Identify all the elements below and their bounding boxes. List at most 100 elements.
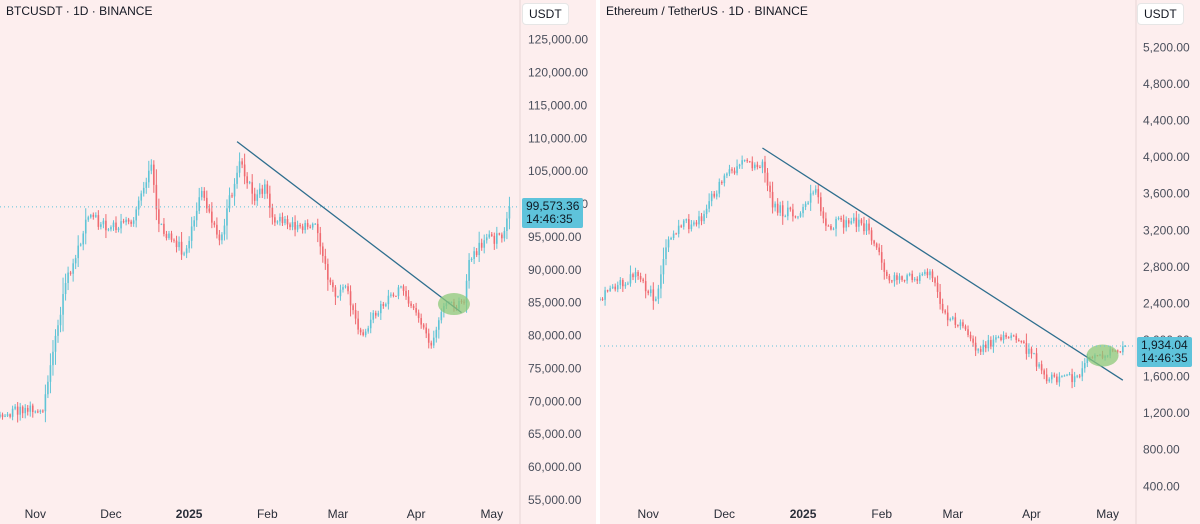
eth-highlight-ellipse[interactable] <box>1086 344 1119 367</box>
eth-y-tick-label: 800.00 <box>1143 443 1180 457</box>
btc-candle <box>4 415 6 417</box>
eth-candle <box>812 192 814 194</box>
eth-candle <box>611 286 614 289</box>
eth-candle <box>743 159 746 161</box>
eth-y-tick-label: 3,600.00 <box>1143 187 1190 201</box>
eth-candle <box>1030 348 1033 354</box>
btc-y-tick-label: 55,000.00 <box>528 493 582 507</box>
btc-candlestick-chart[interactable]: 55,000.00 60,000.00 65,000.00 70,000.00 75,0… <box>0 0 596 524</box>
btc-candle <box>362 332 364 336</box>
btc-candle <box>470 258 473 260</box>
eth-candle <box>888 276 891 281</box>
panel-divider[interactable] <box>596 0 600 524</box>
eth-chart-panel[interactable]: 400.00800.001,200.001,600.002,000.002,40… <box>600 0 1200 524</box>
btc-candle <box>120 221 122 229</box>
btc-candle <box>438 320 440 330</box>
btc-x-tick-label: Apr <box>407 507 426 521</box>
eth-y-tick-label: 3,200.00 <box>1143 223 1190 237</box>
btc-candle <box>82 233 85 245</box>
eth-candle <box>898 276 901 280</box>
btc-candle <box>276 221 279 223</box>
eth-trendline[interactable] <box>762 147 1124 381</box>
btc-candle <box>284 219 286 224</box>
btc-candle <box>508 206 511 219</box>
btc-candle <box>97 215 100 227</box>
btc-candle <box>31 405 34 412</box>
btc-candle <box>236 172 238 184</box>
eth-candle <box>1023 341 1025 344</box>
eth-candle <box>1078 375 1081 377</box>
eth-candle <box>913 278 916 280</box>
eth-y-tick-label: 4,800.00 <box>1143 77 1190 91</box>
eth-candle <box>639 276 642 280</box>
btc-candle <box>314 223 317 225</box>
btc-candle <box>147 170 150 183</box>
btc-candle <box>213 222 216 225</box>
btc-candle <box>359 329 362 333</box>
btc-candle <box>332 282 334 288</box>
eth-candle <box>660 274 662 289</box>
btc-candle <box>39 410 42 412</box>
eth-candle <box>710 193 713 202</box>
eth-y-tick-label: 4,400.00 <box>1143 114 1190 128</box>
eth-candle <box>1007 337 1010 339</box>
eth-candle <box>936 282 939 292</box>
btc-candle <box>49 365 52 382</box>
btc-candle <box>347 286 349 292</box>
eth-y-tick-label: 400.00 <box>1143 479 1180 493</box>
btc-candle <box>173 239 175 241</box>
btc-trendline[interactable] <box>236 141 462 314</box>
eth-candle <box>807 202 809 204</box>
eth-candle <box>802 206 804 214</box>
eth-candle <box>622 280 624 287</box>
eth-candle <box>647 291 650 294</box>
eth-candle <box>731 169 733 171</box>
eth-candle <box>685 219 688 221</box>
eth-candle <box>992 339 995 347</box>
btc-y-tick-label: 75,000.00 <box>528 361 582 375</box>
eth-currency-button[interactable]: USDT <box>1137 3 1184 25</box>
eth-candle <box>787 207 789 217</box>
eth-candle <box>677 225 680 235</box>
eth-candle <box>901 276 903 280</box>
btc-x-tick-label: Dec <box>100 507 121 521</box>
btc-candle <box>271 207 274 218</box>
eth-candle <box>789 207 792 210</box>
btc-candle <box>506 218 508 231</box>
btc-candle <box>503 230 506 239</box>
eth-candle <box>863 223 865 232</box>
eth-candle <box>977 349 979 351</box>
btc-candle <box>125 219 127 223</box>
eth-x-tick-label: Nov <box>638 507 659 521</box>
eth-candle <box>1048 379 1051 382</box>
btc-candle <box>84 219 87 234</box>
btc-candle <box>165 233 168 239</box>
btc-candle <box>14 406 16 409</box>
btc-candle <box>274 217 276 223</box>
btc-candle <box>110 227 112 230</box>
btc-y-tick-label: 90,000.00 <box>528 263 582 277</box>
btc-highlight-ellipse[interactable] <box>437 293 470 316</box>
btc-candle <box>137 200 140 210</box>
btc-candle <box>87 217 90 220</box>
eth-candle <box>814 189 817 193</box>
btc-candle <box>231 195 233 197</box>
eth-candle <box>738 164 741 167</box>
eth-candle <box>855 217 858 227</box>
eth-candle <box>736 166 738 174</box>
btc-candle <box>306 223 309 227</box>
eth-candle <box>776 203 779 213</box>
eth-candle <box>1081 368 1084 377</box>
eth-candlestick-chart[interactable]: 400.00800.001,200.001,600.002,000.002,40… <box>600 0 1200 524</box>
btc-chart-panel[interactable]: 55,000.00 60,000.00 65,000.00 70,000.00 75,0… <box>0 0 596 524</box>
eth-candle <box>967 329 969 335</box>
btc-candle <box>11 408 14 417</box>
btc-candle <box>344 286 347 288</box>
btc-y-tick-label: 125,000.00 <box>528 33 588 47</box>
eth-candle <box>700 216 703 222</box>
eth-candle <box>875 243 878 248</box>
eth-candle <box>614 286 617 290</box>
btc-currency-button[interactable]: USDT <box>522 3 569 25</box>
eth-candle <box>906 275 908 281</box>
btc-candle <box>279 216 281 222</box>
